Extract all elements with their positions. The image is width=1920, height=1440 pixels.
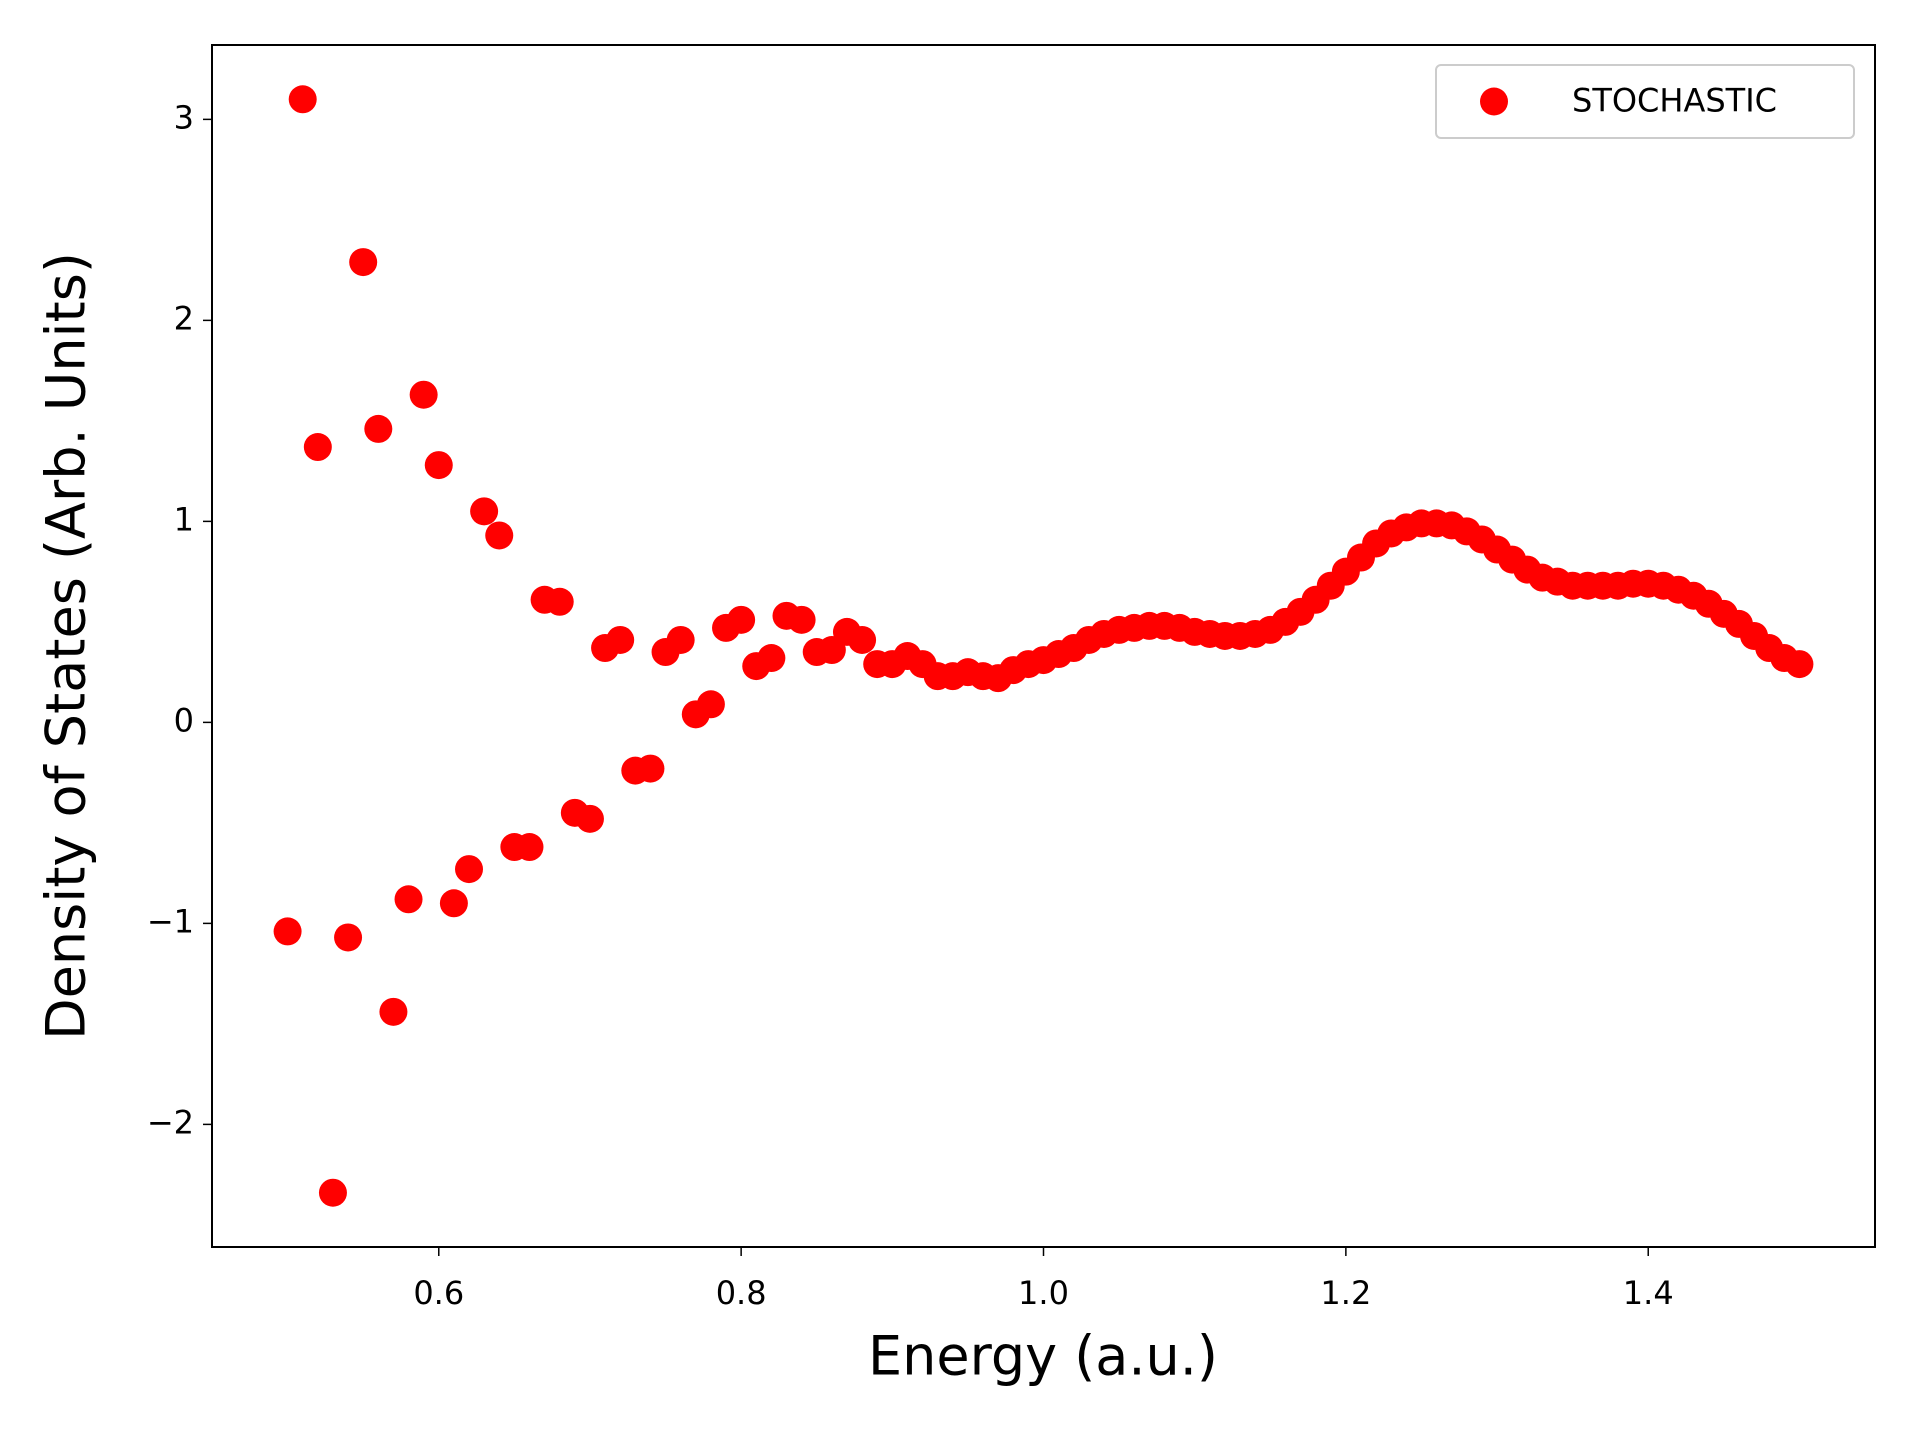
data-point bbox=[364, 414, 393, 443]
data-point bbox=[439, 889, 468, 918]
data-point bbox=[757, 644, 786, 673]
legend-marker bbox=[1480, 87, 1508, 116]
data-point bbox=[394, 885, 423, 914]
data-point bbox=[787, 605, 816, 634]
legend-box bbox=[1435, 64, 1855, 139]
x-tick-label: 1.4 bbox=[1623, 1274, 1674, 1312]
x-tick-label: 1.2 bbox=[1320, 1274, 1371, 1312]
y-tick-label: 0 bbox=[174, 701, 194, 739]
data-point bbox=[424, 451, 453, 480]
plot-frame bbox=[211, 44, 1876, 1248]
x-tick-label: 0.6 bbox=[413, 1274, 464, 1312]
data-point bbox=[666, 625, 695, 654]
y-axis-label: Density of States (Arb. Units) bbox=[35, 252, 98, 1040]
data-point bbox=[379, 997, 408, 1026]
data-point bbox=[696, 690, 725, 719]
data-point bbox=[455, 855, 484, 884]
legend-label: STOCHASTIC bbox=[1572, 82, 1777, 120]
data-point bbox=[1785, 650, 1814, 679]
data-point bbox=[303, 433, 332, 462]
data-point bbox=[470, 497, 499, 526]
data-point bbox=[545, 587, 574, 616]
data-point bbox=[848, 625, 877, 654]
data-point bbox=[727, 605, 756, 634]
data-point bbox=[318, 1178, 347, 1207]
y-tick-label: 2 bbox=[174, 299, 194, 337]
x-tick-label: 0.8 bbox=[716, 1274, 767, 1312]
x-axis-label: Energy (a.u.) bbox=[868, 1325, 1218, 1388]
data-point bbox=[334, 923, 363, 952]
y-tick-label: 3 bbox=[174, 98, 194, 136]
y-tick-label: −1 bbox=[147, 902, 194, 940]
data-point bbox=[409, 380, 438, 409]
y-tick-label: 1 bbox=[174, 500, 194, 538]
data-point bbox=[485, 521, 514, 550]
data-point bbox=[288, 85, 317, 114]
data-point bbox=[273, 917, 302, 946]
data-point bbox=[349, 248, 378, 277]
data-point bbox=[636, 754, 665, 783]
data-point bbox=[575, 804, 604, 833]
y-tick-label: −2 bbox=[147, 1103, 194, 1141]
data-point bbox=[606, 625, 635, 654]
data-point bbox=[515, 833, 544, 862]
x-tick-label: 1.0 bbox=[1018, 1274, 1069, 1312]
